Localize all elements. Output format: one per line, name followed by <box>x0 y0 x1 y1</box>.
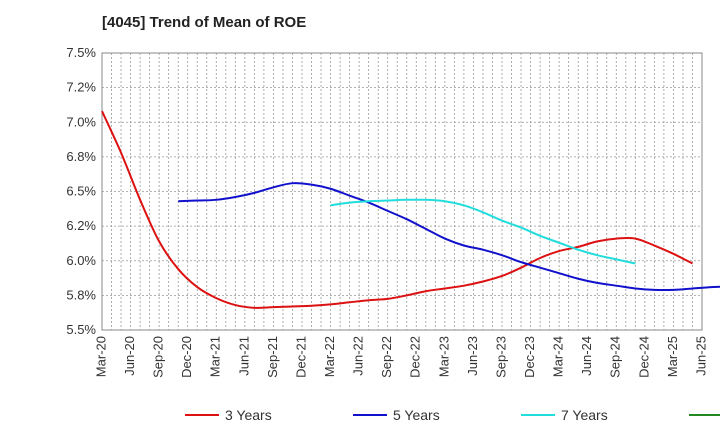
legend-label-7-years: 7 Years <box>561 407 608 423</box>
y-tick-label: 7.0% <box>66 114 96 129</box>
series-lines <box>101 110 720 309</box>
x-tick-label: Jun-24 <box>579 336 594 376</box>
x-tick-label: Sep-23 <box>493 336 508 378</box>
x-tick-label: Jun-23 <box>465 336 480 376</box>
y-tick-label: 6.2% <box>66 218 96 233</box>
y-tick-label: 6.8% <box>66 149 96 164</box>
x-tick-label: Jun-21 <box>236 336 251 376</box>
x-tick-label: Dec-21 <box>293 336 308 378</box>
plot-border <box>101 52 703 331</box>
x-tick-label: Sep-21 <box>265 336 280 378</box>
x-tick-label: Sep-22 <box>379 336 394 378</box>
x-tick-label: Mar-21 <box>208 336 223 377</box>
y-tick-label: 5.5% <box>66 322 96 337</box>
x-tick-label: Sep-24 <box>608 336 623 378</box>
x-tick-label: Mar-25 <box>665 336 680 377</box>
series-line-3-years <box>101 110 693 309</box>
y-tick-label: 6.5% <box>66 184 96 199</box>
x-tick-label: Dec-20 <box>179 336 194 378</box>
x-tick-label: Mar-24 <box>551 336 566 377</box>
x-tick-label: Mar-20 <box>93 336 108 377</box>
x-tick-label: Dec-23 <box>522 336 537 378</box>
x-tick-label: Jun-22 <box>351 336 366 376</box>
y-tick-label: 5.8% <box>66 287 96 302</box>
chart-title: [4045] Trend of Mean of ROE <box>102 14 307 31</box>
x-tick-label: Mar-22 <box>322 336 337 377</box>
y-tick-label: 6.0% <box>66 253 96 268</box>
axes: 5.5% 5.8% 6.0% 6.2% 6.5% 6.8% 7.0% 7.2% 7.5% Mar-… <box>66 45 708 378</box>
series-line-5-years <box>178 182 720 292</box>
y-tick-label: 7.2% <box>66 80 96 95</box>
x-tick-label: Jun-20 <box>122 336 137 376</box>
series-line-7-years <box>330 198 636 265</box>
x-tick-label: Sep-20 <box>151 336 166 378</box>
legend-label-5-years: 5 Years <box>393 407 440 423</box>
x-tick-label: Dec-24 <box>636 336 651 378</box>
x-tick-label: Dec-22 <box>408 336 423 378</box>
x-tick-label: Jun-25 <box>693 336 708 376</box>
y-tick-label: 7.5% <box>66 45 96 60</box>
x-tick-label: Mar-23 <box>436 336 451 377</box>
legend-label-3-years: 3 Years <box>225 407 272 423</box>
